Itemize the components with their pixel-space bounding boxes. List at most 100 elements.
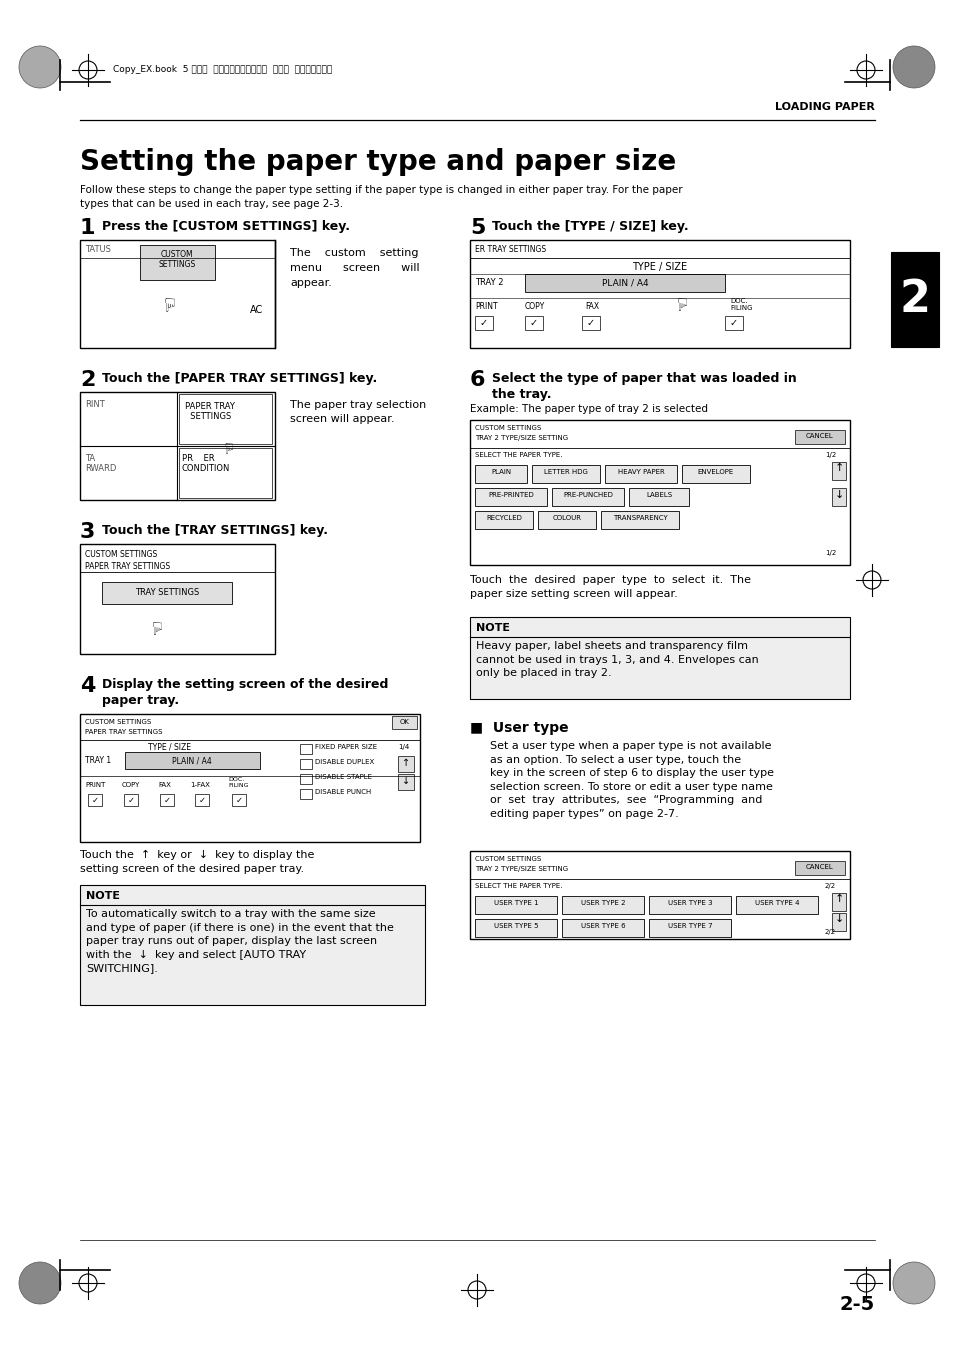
Text: ☝: ☝ [150,616,160,634]
Text: USER TYPE 3: USER TYPE 3 [667,900,712,907]
Bar [470,420,849,565]
Bar [604,465,677,484]
Text: PRE-PUNCHED: PRE-PUNCHED [562,492,612,499]
Text: TA
RWARD: TA RWARD [85,454,116,473]
Circle shape [19,46,61,88]
Bar [537,511,596,530]
Text: PRINT: PRINT [475,303,497,311]
Bar [125,753,260,769]
Text: LABELS: LABELS [645,492,671,499]
Bar [299,759,312,769]
Text: TATUS: TATUS [85,245,111,254]
Bar [600,511,679,530]
Text: 6: 6 [470,370,485,390]
Bar [475,511,533,530]
Text: Touch the [TYPE / SIZE] key.: Touch the [TYPE / SIZE] key. [492,220,688,232]
Bar [794,861,844,875]
Bar [470,240,849,349]
Text: TRAY 2 TYPE/SIZE SETTING: TRAY 2 TYPE/SIZE SETTING [475,866,568,871]
Bar [532,465,599,484]
Text: PRINT: PRINT [85,782,105,788]
Text: PLAIN / A4: PLAIN / A4 [172,757,212,765]
Text: USER TYPE 7: USER TYPE 7 [667,923,712,929]
Text: USER TYPE 2: USER TYPE 2 [580,900,624,907]
Text: ✓: ✓ [91,796,98,805]
Text: COPY: COPY [122,782,140,788]
Text: Follow these steps to change the paper type setting if the paper type is changed: Follow these steps to change the paper t… [80,185,682,208]
Bar [581,316,599,330]
Text: PAPER TRAY SETTINGS: PAPER TRAY SETTINGS [85,730,162,735]
Bar [397,757,414,771]
Bar [735,896,817,915]
Text: PR    ER
CONDITION: PR ER CONDITION [182,454,230,473]
Text: 2/2: 2/2 [824,884,835,889]
Text: PRE-PRINTED: PRE-PRINTED [488,492,534,499]
Bar [681,465,749,484]
Text: DISABLE DUPLEX: DISABLE DUPLEX [314,759,374,765]
Text: 2/2: 2/2 [824,929,835,935]
Text: OK: OK [399,719,410,725]
Text: FIXED PAPER SIZE: FIXED PAPER SIZE [314,744,376,750]
Bar [524,316,542,330]
Text: DOC.
FILING: DOC. FILING [729,299,752,311]
Circle shape [892,1262,934,1304]
Bar [831,893,845,911]
Text: 1/4: 1/4 [397,744,409,750]
Text: USER TYPE 4: USER TYPE 4 [754,900,799,907]
Text: ☝: ☝ [162,292,173,311]
Text: ✓: ✓ [586,317,595,328]
Text: 1: 1 [80,218,95,238]
Text: CANCEL: CANCEL [805,434,833,439]
Bar [397,774,414,790]
Bar [475,488,546,507]
Text: 4: 4 [80,676,95,696]
Text: 2: 2 [899,277,929,320]
Text: DISABLE PUNCH: DISABLE PUNCH [314,789,371,794]
Bar [179,394,272,444]
Text: PLAIN: PLAIN [491,469,511,476]
Text: TRAY 1: TRAY 1 [85,757,111,765]
Text: ER TRAY SETTINGS: ER TRAY SETTINGS [475,245,545,254]
Bar [102,582,232,604]
Bar [524,274,724,292]
Bar [299,789,312,798]
Bar [232,794,246,807]
Bar [299,774,312,784]
Text: ☝: ☝ [222,438,232,453]
Text: AC: AC [250,305,263,315]
Bar [140,245,214,280]
Bar [299,744,312,754]
Text: ✓: ✓ [235,796,242,805]
Text: To automatically switch to a tray with the same size
and type of paper (if there: To automatically switch to a tray with t… [86,909,394,974]
Text: Touch the  ↑  key or  ↓  key to display the: Touch the ↑ key or ↓ key to display the [80,850,314,861]
Text: Setting the paper type and paper size: Setting the paper type and paper size [80,149,676,176]
Text: USER TYPE 6: USER TYPE 6 [580,923,624,929]
Bar [80,544,274,654]
Text: ✓: ✓ [479,317,488,328]
Text: ↓: ↓ [834,490,842,500]
Text: CUSTOM SETTINGS: CUSTOM SETTINGS [85,550,157,559]
Bar [794,430,844,444]
Text: LETTER HDG: LETTER HDG [543,469,587,476]
Circle shape [19,1262,61,1304]
Text: Touch  the  desired  paper  type  to  select  it.  The
paper size setting screen: Touch the desired paper type to select i… [470,576,750,598]
Bar [160,794,173,807]
Text: RINT: RINT [85,400,105,409]
Bar [80,240,274,349]
Text: ✓: ✓ [128,796,134,805]
Bar [475,919,557,938]
Bar [88,794,102,807]
Text: PLAIN / A4: PLAIN / A4 [601,278,648,286]
Bar [724,316,742,330]
Bar [475,316,493,330]
Bar [179,449,272,499]
Bar [470,617,849,698]
Text: 3: 3 [80,521,95,542]
Text: Example: The paper type of tray 2 is selected: Example: The paper type of tray 2 is sel… [470,404,707,413]
Text: RECYCLED: RECYCLED [485,515,521,521]
Text: CUSTOM SETTINGS: CUSTOM SETTINGS [475,426,540,431]
Text: 5: 5 [470,218,485,238]
Text: ENVELOPE: ENVELOPE [698,469,734,476]
Bar [552,488,623,507]
Text: PAPER TRAY
  SETTINGS: PAPER TRAY SETTINGS [185,403,234,422]
